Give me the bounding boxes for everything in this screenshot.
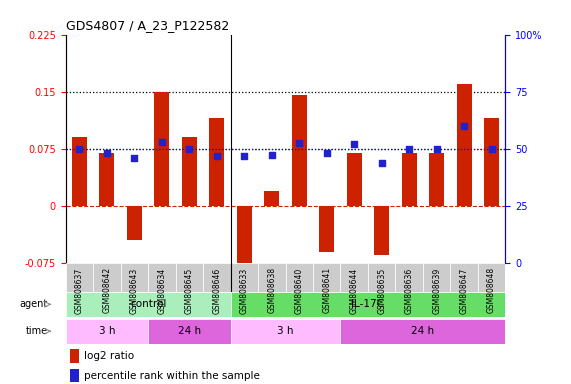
Bar <box>395 263 423 292</box>
Bar <box>203 263 231 292</box>
Text: GSM808642: GSM808642 <box>102 267 111 313</box>
Text: GSM808638: GSM808638 <box>267 267 276 313</box>
Point <box>405 146 414 152</box>
Point <box>240 152 249 159</box>
Text: GSM808635: GSM808635 <box>377 267 386 314</box>
Bar <box>340 263 368 292</box>
Bar <box>148 319 231 344</box>
Bar <box>429 152 444 206</box>
Bar <box>72 137 87 206</box>
Text: GSM808637: GSM808637 <box>75 267 84 314</box>
Bar <box>176 263 203 292</box>
Bar <box>423 263 451 292</box>
Text: GSM808634: GSM808634 <box>158 267 166 314</box>
Text: percentile rank within the sample: percentile rank within the sample <box>84 371 260 381</box>
Point <box>487 146 496 152</box>
Point <box>432 146 441 152</box>
Bar <box>66 263 93 292</box>
Text: control: control <box>130 299 166 310</box>
Bar <box>374 206 389 255</box>
Point <box>322 150 331 156</box>
Text: GSM808647: GSM808647 <box>460 267 469 314</box>
Text: 24 h: 24 h <box>178 326 201 336</box>
Point <box>377 159 386 166</box>
Bar <box>292 96 307 206</box>
Text: GSM808644: GSM808644 <box>349 267 359 314</box>
Bar <box>148 263 176 292</box>
Point <box>102 150 111 156</box>
Text: time: time <box>25 326 47 336</box>
Text: GSM808640: GSM808640 <box>295 267 304 314</box>
Bar <box>478 263 505 292</box>
Point <box>212 152 222 159</box>
Text: GSM808646: GSM808646 <box>212 267 222 314</box>
Bar <box>401 152 417 206</box>
Bar <box>120 263 148 292</box>
Text: log2 ratio: log2 ratio <box>84 351 134 361</box>
Bar <box>209 118 224 206</box>
Text: GSM808645: GSM808645 <box>185 267 194 314</box>
Bar <box>313 263 340 292</box>
Bar <box>286 263 313 292</box>
Text: GSM808643: GSM808643 <box>130 267 139 314</box>
Bar <box>231 292 505 317</box>
Bar <box>237 206 252 271</box>
Text: GSM808636: GSM808636 <box>405 267 413 314</box>
Text: GSM808633: GSM808633 <box>240 267 249 314</box>
Bar <box>182 137 197 206</box>
Bar <box>70 349 79 363</box>
Bar <box>451 263 478 292</box>
Bar <box>264 191 279 206</box>
Text: 3 h: 3 h <box>278 326 293 336</box>
Bar <box>66 319 148 344</box>
Text: GDS4807 / A_23_P122582: GDS4807 / A_23_P122582 <box>66 19 229 32</box>
Bar <box>99 152 114 206</box>
Text: IL-17C: IL-17C <box>351 299 384 310</box>
Bar <box>340 319 505 344</box>
Bar <box>70 369 79 382</box>
Text: GSM808641: GSM808641 <box>322 267 331 313</box>
Point <box>157 139 166 145</box>
Text: GSM808639: GSM808639 <box>432 267 441 314</box>
Text: 24 h: 24 h <box>411 326 435 336</box>
Text: 3 h: 3 h <box>99 326 115 336</box>
Bar <box>258 263 286 292</box>
Bar <box>66 292 231 317</box>
Bar <box>319 206 334 252</box>
Bar <box>347 152 362 206</box>
Point <box>460 123 469 129</box>
Point <box>130 155 139 161</box>
Text: GSM808648: GSM808648 <box>487 267 496 313</box>
Bar <box>127 206 142 240</box>
Text: agent: agent <box>19 299 47 310</box>
Bar <box>231 263 258 292</box>
Point <box>267 151 276 157</box>
Point <box>75 146 84 152</box>
Bar <box>231 319 340 344</box>
Bar <box>484 118 499 206</box>
Bar <box>457 84 472 206</box>
Point <box>349 141 359 147</box>
Point <box>185 146 194 152</box>
Bar <box>154 92 170 206</box>
Bar <box>368 263 395 292</box>
Bar <box>93 263 120 292</box>
Point <box>295 140 304 146</box>
